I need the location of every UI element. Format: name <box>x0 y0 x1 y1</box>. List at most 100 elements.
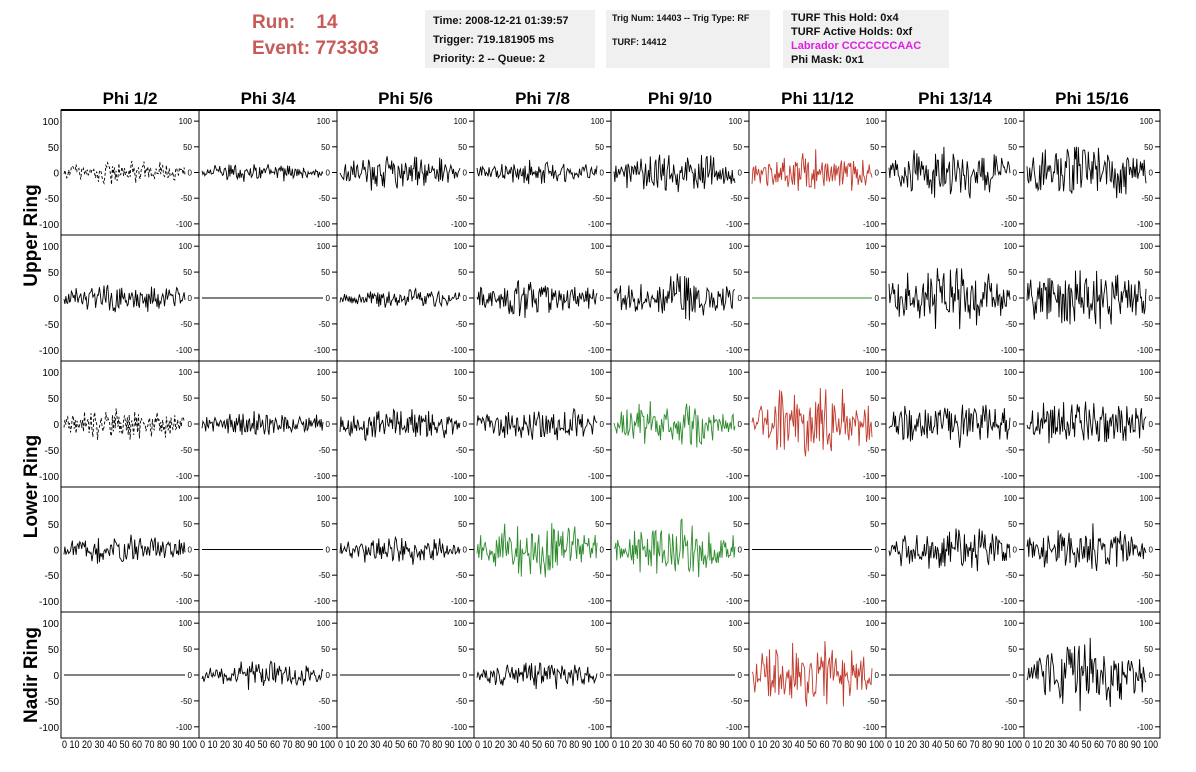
ytick-label: 100 <box>454 619 468 628</box>
ytick-label: 0 <box>600 671 605 680</box>
priority-text: Priority: 2 -- Queue: 2 <box>433 53 545 65</box>
ytick-label: 0 <box>600 420 605 429</box>
ytick-label: -100 <box>863 346 880 355</box>
waveform-trace <box>201 660 324 690</box>
ytick-label: -50 <box>180 446 192 455</box>
ytick-label: 100 <box>317 494 331 503</box>
ytick-label: 0 <box>1013 671 1018 680</box>
ytick-label: 50 <box>183 268 192 277</box>
xtick-label-strip-5: 0 10 20 30 40 50 60 70 80 90 100 <box>612 739 747 751</box>
turf-text: TURF: 14412 <box>612 37 667 47</box>
ytick-label: -50 <box>730 571 742 580</box>
ytick-label: 100 <box>591 242 605 251</box>
xtick-label-strip-4: 0 10 20 30 40 50 60 70 80 90 100 <box>475 739 609 751</box>
ytick-label: -50 <box>867 320 879 329</box>
ytick-label: 50 <box>733 268 742 277</box>
ytick-label: -100 <box>314 723 331 732</box>
waveform-trace <box>339 287 461 308</box>
ytick-label: -100 <box>588 346 605 355</box>
ytick-label: -50 <box>1005 446 1017 455</box>
ytick-label: 0 <box>1013 169 1018 178</box>
ytick-label: 0 <box>1013 546 1018 555</box>
ytick-label: 100 <box>729 242 743 251</box>
ytick-label: 100 <box>866 242 880 251</box>
waveform-trace <box>888 528 1011 572</box>
ytick-label: -100 <box>1001 723 1018 732</box>
ytick-label: -100 <box>1137 597 1154 606</box>
ytick-label-left: 50 <box>48 394 60 405</box>
ytick-label-left: 100 <box>42 619 59 630</box>
ytick-label: 50 <box>183 645 192 654</box>
ytick-label: -100 <box>726 346 743 355</box>
ytick-label: 100 <box>1140 242 1154 251</box>
row-label-3: Nadir Ring <box>21 627 42 723</box>
ytick-label-left: 0 <box>53 546 59 557</box>
waveform-trace <box>1026 401 1147 444</box>
ytick-label: -100 <box>176 597 193 606</box>
ytick-label-left: -50 <box>45 320 60 331</box>
ytick-label-left: -50 <box>45 446 60 457</box>
ytick-label: -100 <box>1001 597 1018 606</box>
xtick-label-strip-2: 0 10 20 30 40 50 60 70 80 90 100 <box>200 739 335 751</box>
ytick-label: 0 <box>1149 169 1154 178</box>
turf-active-text: TURF Active Holds: 0xf <box>791 26 913 38</box>
ytick-label: -100 <box>314 597 331 606</box>
waveform-trace <box>476 159 598 185</box>
column-header-7: Phi 13/14 <box>918 89 992 108</box>
ytick-label: 50 <box>458 645 467 654</box>
event-label: Event: <box>252 38 311 59</box>
column-header-8: Phi 15/16 <box>1055 89 1129 108</box>
ytick-label: 100 <box>729 494 743 503</box>
xtick-label-strip-1: 0 10 20 30 40 50 60 70 80 90 100 <box>62 739 197 751</box>
ytick-label: 100 <box>317 242 331 251</box>
ytick-label: 50 <box>321 645 330 654</box>
ytick-label-left: -50 <box>45 697 60 708</box>
waveform-trace <box>339 408 461 442</box>
xtick-label-strip-6: 0 10 20 30 40 50 60 70 80 90 100 <box>750 739 884 751</box>
ytick-label: -50 <box>1141 194 1153 203</box>
ytick-label: 50 <box>595 645 604 654</box>
ytick-label: 100 <box>591 368 605 377</box>
ytick-label: 0 <box>463 420 468 429</box>
ytick-label-left: -100 <box>39 472 59 483</box>
ytick-label: 50 <box>183 394 192 403</box>
panel-frame-r3-c8 <box>1023 360 1161 488</box>
ytick-label: 100 <box>454 242 468 251</box>
ytick-label: -50 <box>1005 320 1017 329</box>
run-value: 14 <box>316 12 338 33</box>
ytick-label: 100 <box>179 242 193 251</box>
ytick-label-left: 0 <box>53 294 59 305</box>
ytick-label: -50 <box>592 194 604 203</box>
ytick-label: -100 <box>176 346 193 355</box>
ytick-label: 100 <box>866 619 880 628</box>
ytick-label: -100 <box>863 597 880 606</box>
ytick-label: 100 <box>454 494 468 503</box>
ytick-label: -100 <box>451 597 468 606</box>
ytick-label: 50 <box>1008 268 1017 277</box>
waveform-trace <box>888 268 1011 330</box>
ytick-label: 50 <box>458 394 467 403</box>
waveform-trace <box>339 535 461 565</box>
ytick-label: 50 <box>1008 645 1017 654</box>
ytick-label: -50 <box>180 697 192 706</box>
ytick-label: -100 <box>726 472 743 481</box>
ytick-label: -50 <box>318 446 330 455</box>
ytick-label: -50 <box>867 697 879 706</box>
ytick-label: -100 <box>451 220 468 229</box>
ytick-label: -50 <box>592 697 604 706</box>
ytick-label: 0 <box>738 671 743 680</box>
ytick-label: 0 <box>326 420 331 429</box>
ytick-label: 0 <box>326 169 331 178</box>
ytick-label: 50 <box>733 645 742 654</box>
waveform-trace <box>63 534 186 564</box>
waveform-trace <box>63 160 186 185</box>
ytick-label: 100 <box>1004 242 1018 251</box>
ytick-label: 100 <box>1004 117 1018 126</box>
ytick-label: 100 <box>317 368 331 377</box>
ytick-label: -100 <box>1137 723 1154 732</box>
ytick-label: 0 <box>1149 294 1154 303</box>
ytick-label: -100 <box>1137 220 1154 229</box>
ytick-label-left: 50 <box>48 268 60 279</box>
waveform-trace <box>888 404 1011 448</box>
